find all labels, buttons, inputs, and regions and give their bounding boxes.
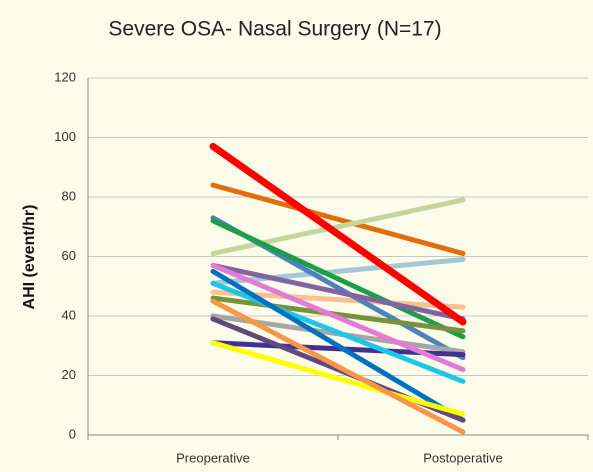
series-line <box>210 298 466 435</box>
series-line <box>210 340 466 417</box>
series-line <box>210 256 466 286</box>
series-line <box>210 280 466 384</box>
y-tick-label: 100 <box>54 129 76 144</box>
y-tick-label: 80 <box>62 188 76 203</box>
y-axis-label: AHI (event/hr) <box>21 205 38 310</box>
series-line <box>210 295 466 334</box>
y-tick-label: 120 <box>54 69 76 84</box>
x-tick-label: Preoperative <box>176 450 250 465</box>
y-tick-label: 40 <box>62 307 76 322</box>
series-line <box>210 262 466 373</box>
series-line <box>210 268 466 423</box>
y-tick-label: 60 <box>62 248 76 263</box>
series-line <box>210 218 466 340</box>
y-tick-label: 20 <box>62 367 76 382</box>
series-line <box>210 197 466 257</box>
chart-title: Severe OSA- Nasal Surgery (N=17) <box>108 18 441 41</box>
series-line <box>210 262 466 322</box>
y-tick-label: 0 <box>69 426 76 441</box>
x-tick-label: Postoperative <box>423 450 503 465</box>
series-line <box>209 142 467 326</box>
series-line <box>210 182 466 257</box>
